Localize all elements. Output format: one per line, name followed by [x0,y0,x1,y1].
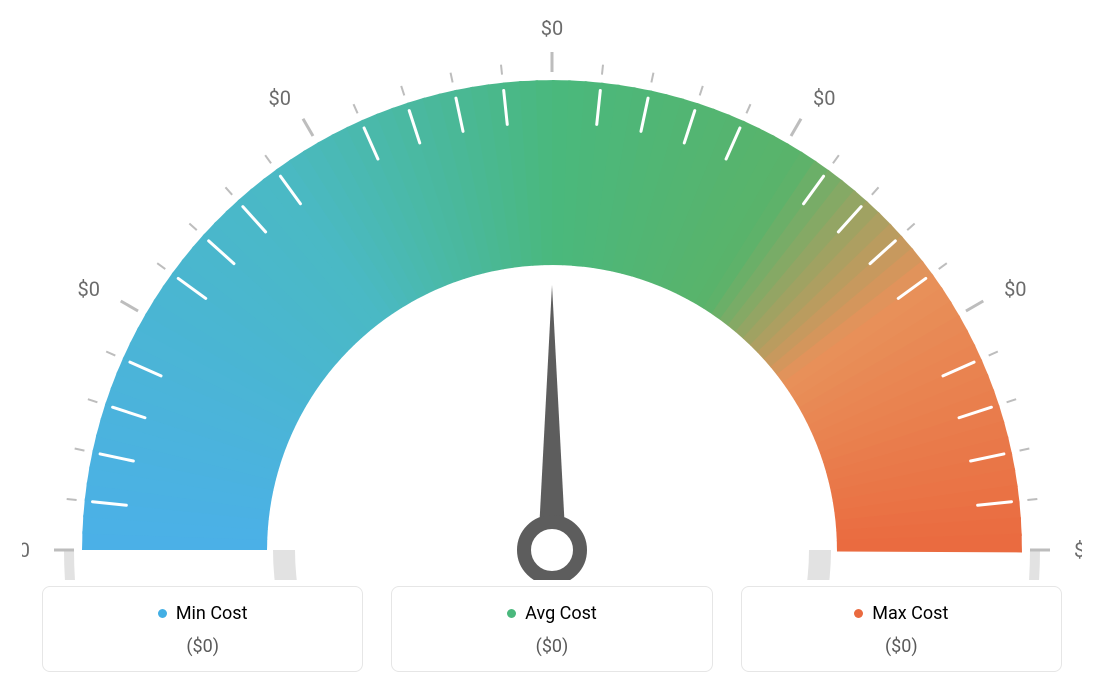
legend-value-avg: ($0) [410,636,693,657]
gauge-chart: $0 $0 $0 $0 $0 $0 $0 [22,20,1082,580]
gauge-tick-label: $0 [813,86,835,110]
legend-label-avg: Avg Cost [525,603,597,624]
legend-value-min: ($0) [61,636,344,657]
legend-card-max: Max Cost ($0) [741,586,1062,672]
legend-dot-min [158,609,167,618]
gauge-tick-label: $0 [1004,277,1026,301]
gauge-tick-label: $0 [77,277,99,301]
legend-dot-avg [507,609,516,618]
legend-value-max: ($0) [760,636,1043,657]
gauge-tick-label: $0 [269,86,291,110]
gauge-tick-label: $0 [22,538,30,562]
legend-card-min: Min Cost ($0) [42,586,363,672]
legend-card-avg: Avg Cost ($0) [391,586,712,672]
legend-dot-max [854,609,863,618]
legend-row: Min Cost ($0) Avg Cost ($0) Max Cost ($0… [42,586,1062,672]
gauge-tick-label: $0 [1074,538,1082,562]
legend-label-min: Min Cost [176,603,248,624]
gauge-svg: $0 $0 $0 $0 $0 $0 $0 [22,20,1082,580]
gauge-tick-label: $0 [541,20,563,40]
legend-label-max: Max Cost [872,603,948,624]
